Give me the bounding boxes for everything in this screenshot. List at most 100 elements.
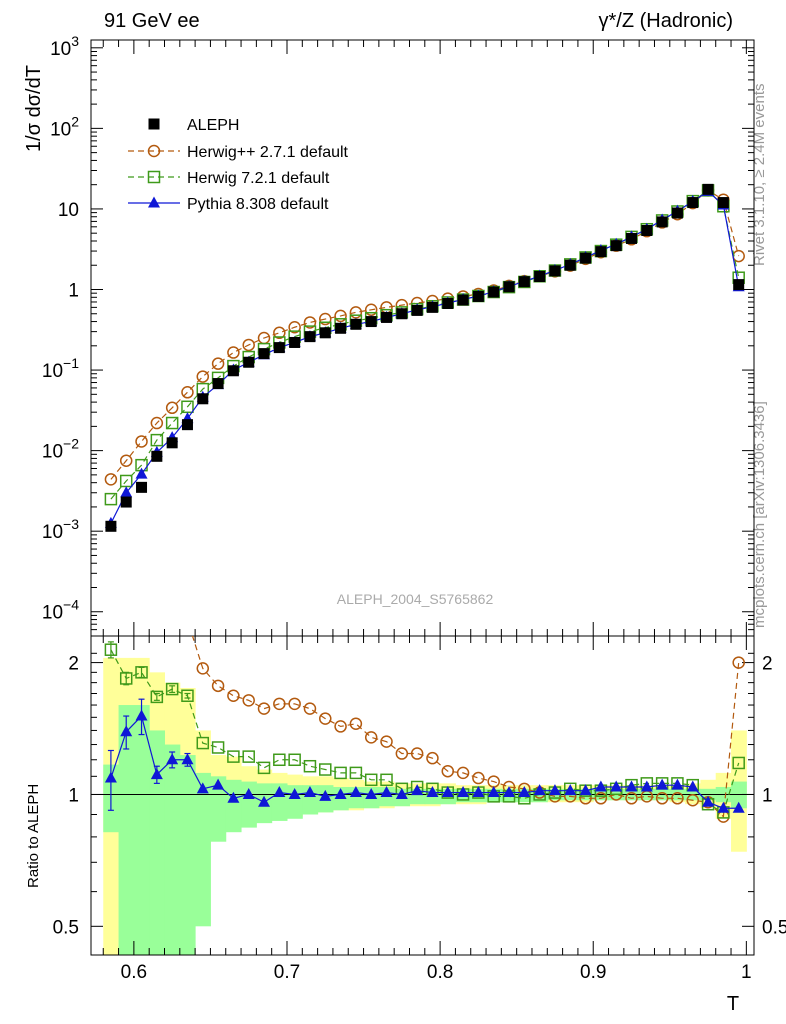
data-point xyxy=(196,370,210,383)
ratio-point xyxy=(410,747,424,760)
data-point xyxy=(288,320,301,334)
header-left: 91 GeV ee xyxy=(104,10,200,32)
ratio-point xyxy=(702,795,715,807)
data-point xyxy=(273,326,286,340)
data-point xyxy=(166,437,178,449)
data-point xyxy=(564,259,576,271)
data-point xyxy=(104,473,118,486)
ratio-point xyxy=(119,672,133,685)
main-ylabel: 1/σ dσ/dT xyxy=(23,65,45,152)
data-point xyxy=(197,393,209,405)
ratio-point xyxy=(655,792,669,805)
data-point xyxy=(212,378,224,390)
band-stat xyxy=(195,772,211,927)
x-tick-label: 1 xyxy=(741,962,752,983)
ratio-point xyxy=(211,741,225,754)
ratio-line xyxy=(191,636,740,818)
ratio-point xyxy=(227,791,240,803)
data-point xyxy=(105,520,117,532)
data-point xyxy=(151,450,163,462)
ratio-y-tick-label: 2 xyxy=(68,654,79,675)
data-point xyxy=(319,312,332,326)
ratio-point xyxy=(166,753,179,765)
ratio-point xyxy=(135,666,148,679)
data-point xyxy=(243,356,255,368)
data-point xyxy=(120,496,132,508)
ratio-point xyxy=(717,801,730,813)
ratio-series-pythia-8-308-default xyxy=(104,698,745,813)
legend-marker xyxy=(148,196,160,208)
data-point xyxy=(273,342,285,354)
data-point xyxy=(671,207,683,219)
ratio-plot-area: 0.6 0.7 0.8 0.9 1 2 2 1 1 0.5 0.5 xyxy=(53,635,786,983)
ratio-point xyxy=(334,787,347,799)
data-point xyxy=(135,467,148,479)
band-stat xyxy=(179,755,196,955)
ratio-y-tick-label: 2 xyxy=(762,654,773,675)
data-point xyxy=(733,279,745,291)
ratio-point xyxy=(288,697,301,711)
ratio-point xyxy=(625,792,638,805)
ratio-point xyxy=(181,689,194,703)
ratio-point xyxy=(594,792,608,805)
data-point xyxy=(181,419,193,431)
ratio-point xyxy=(227,689,240,703)
y-tick-label: 10−1 xyxy=(42,355,79,382)
ratio-point xyxy=(288,787,301,799)
ratio-point xyxy=(334,766,347,780)
data-point xyxy=(595,246,607,258)
ratio-point xyxy=(227,750,240,763)
x-tick-label: 0.8 xyxy=(427,962,453,983)
ratio-line xyxy=(110,649,740,814)
ratio-point xyxy=(518,786,531,798)
ratio-y-tick-label: 0.5 xyxy=(762,917,786,938)
y-tick-label: 102 xyxy=(50,113,79,140)
data-point xyxy=(120,486,133,498)
ratio-point xyxy=(273,697,286,711)
ratio-point xyxy=(610,780,623,792)
ratio-point xyxy=(732,801,745,813)
data-point xyxy=(457,294,469,306)
x-tick-label: 0.6 xyxy=(121,962,147,983)
ratio-point xyxy=(273,753,286,767)
data-point xyxy=(518,276,530,288)
ratio-point xyxy=(319,763,332,776)
ratio-point xyxy=(150,768,163,780)
data-point xyxy=(242,338,255,352)
data-point xyxy=(488,286,500,298)
data-point xyxy=(289,336,301,348)
band-stat xyxy=(133,705,150,955)
ratio-point xyxy=(594,780,607,792)
y-tick-label: 1 xyxy=(68,280,79,301)
data-point xyxy=(396,308,408,320)
band-stat xyxy=(241,781,257,828)
ratio-point xyxy=(349,786,362,798)
ratio-point xyxy=(104,771,117,783)
data-point xyxy=(165,416,179,430)
data-point xyxy=(211,357,225,370)
band-stat xyxy=(210,776,227,842)
ratio-point xyxy=(273,786,286,798)
ratio-point xyxy=(181,753,194,765)
series-line xyxy=(110,189,740,480)
data-point xyxy=(365,316,377,328)
data-point xyxy=(580,252,592,264)
data-point xyxy=(227,365,239,377)
data-point xyxy=(610,240,622,252)
ratio-point xyxy=(242,750,255,763)
ratio-point xyxy=(656,778,669,790)
legend-entry: Herwig++ 2.7.1 default xyxy=(128,144,349,161)
ratio-point xyxy=(257,761,271,775)
ratio-point xyxy=(334,720,347,733)
data-point xyxy=(227,346,240,359)
series-aleph xyxy=(105,183,745,532)
data-point xyxy=(150,433,164,447)
ratio-y-tick-label: 1 xyxy=(68,785,79,806)
legend-entry: Herwig 7.2.1 default xyxy=(128,170,330,187)
ratio-point xyxy=(671,792,684,805)
ratio-point xyxy=(365,787,378,799)
ratio-point xyxy=(457,786,470,798)
data-point xyxy=(534,270,546,282)
